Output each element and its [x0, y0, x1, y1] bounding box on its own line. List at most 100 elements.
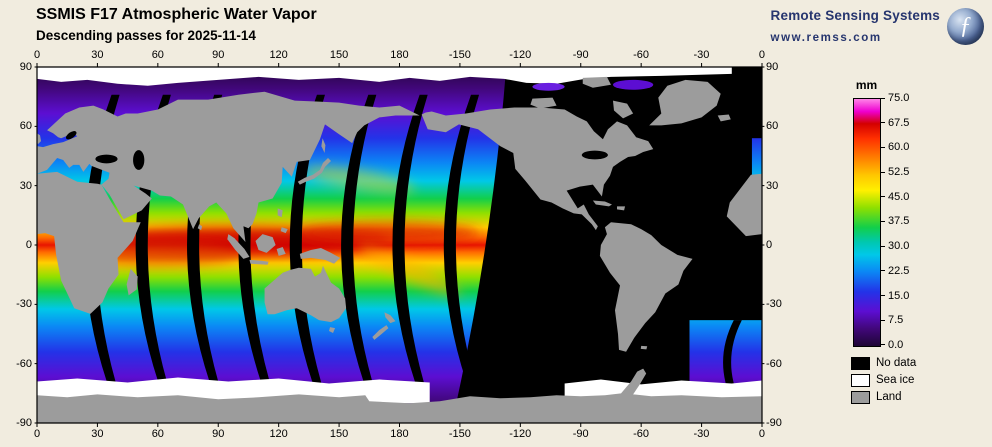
- colorbar-tick-label: 37.5: [888, 215, 910, 228]
- remss-globe-logo-icon: ƒ: [947, 8, 984, 45]
- legend-row-no-data: No data: [851, 357, 916, 370]
- antarctica-landmass: [37, 368, 762, 423]
- lon-label: -90: [572, 49, 589, 61]
- lon-label: 180: [390, 428, 409, 440]
- north-america-landmass: [421, 107, 654, 231]
- lon-label: -30: [693, 49, 710, 61]
- black-sea: [95, 154, 118, 164]
- britain-island: [37, 133, 42, 145]
- sea-ice-swatch: [851, 374, 870, 387]
- colorbar-tick-label: 15.0: [888, 289, 910, 302]
- lon-label: -120: [509, 428, 532, 440]
- lat-label: -60: [766, 357, 782, 370]
- java-island: [249, 259, 269, 265]
- lat-label: 0: [766, 238, 773, 251]
- colorbar-tick-label: 52.5: [888, 166, 910, 179]
- lat-label: 30: [766, 179, 779, 192]
- eurasia-landmass: [37, 91, 420, 243]
- colorbar-tick-label: 22.5: [888, 264, 910, 277]
- japan-islands: [297, 157, 332, 185]
- philippines-mindanao: [280, 227, 288, 234]
- lon-label: 90: [212, 49, 225, 61]
- lat-label: 60: [19, 120, 32, 133]
- page-title: SSMIS F17 Atmospheric Water Vapor: [36, 6, 317, 23]
- lon-label: 0: [758, 49, 765, 61]
- lon-label: 120: [269, 49, 288, 61]
- greenland-landmass: [649, 79, 721, 126]
- lon-label: 90: [212, 428, 225, 440]
- australia-landmass: [264, 265, 347, 323]
- lat-label: -30: [766, 298, 782, 311]
- west-africa-wrap: [726, 173, 762, 237]
- lon-label: -150: [448, 428, 471, 440]
- colorbar-tick-label: 60.0: [888, 141, 910, 154]
- lat-label: -60: [16, 357, 32, 370]
- lon-label: 150: [329, 428, 349, 440]
- new-guinea-island: [299, 247, 341, 264]
- borneo-island: [255, 234, 276, 253]
- south-america-landmass: [599, 222, 693, 352]
- colorbar-unit-label: mm: [855, 78, 878, 92]
- lon-axis-bottom: 0 30 60 90 120 150 180 -150 -120 -90 -60…: [22, 428, 777, 442]
- legend-label: Sea ice: [876, 374, 915, 386]
- world-map: [37, 67, 762, 423]
- colorbar-tick-label: 75.0: [888, 92, 910, 104]
- hispaniola-island: [617, 206, 626, 211]
- philippines-luzon: [277, 208, 283, 218]
- branding-text: Remote Sensing Systems www.remss.com: [771, 8, 940, 44]
- colorbar-tick-label: 7.5: [888, 314, 904, 327]
- lon-label: 30: [91, 428, 104, 440]
- lon-label: 150: [329, 49, 349, 61]
- sakhalin-island: [321, 138, 326, 154]
- sumatra-island: [227, 234, 250, 259]
- caspian-sea: [133, 150, 145, 170]
- colorbar-tick-labels: 75.0 67.5 60.0 52.5 45.0 37.5 30.0 22.5 …: [888, 92, 924, 351]
- lon-label: -120: [509, 49, 532, 61]
- lon-label: 60: [151, 428, 164, 440]
- sri-lanka-island: [197, 224, 203, 231]
- lon-label: 180: [390, 49, 409, 61]
- lon-label: -30: [693, 428, 710, 440]
- edge-swath-slivers: [689, 138, 762, 384]
- iceland-island: [717, 114, 731, 122]
- legend-label: No data: [876, 357, 917, 369]
- land-swatch: [851, 391, 870, 404]
- lon-label: 120: [269, 428, 288, 440]
- colorbar-tick-label: 45.0: [888, 190, 910, 203]
- falkland-islands: [640, 345, 648, 350]
- lon-axis-top: 0 30 60 90 120 150 180 -150 -120 -90 -60…: [22, 49, 777, 63]
- lat-label: 60: [766, 120, 779, 133]
- land-layer: [37, 76, 762, 352]
- legend-label: Land: [876, 391, 902, 403]
- madagascar-island: [126, 268, 138, 296]
- lat-label: 30: [19, 179, 32, 192]
- no-data-swatch: [851, 357, 870, 370]
- lat-axis-right: 90 60 30 0 -30 -60 -90: [766, 60, 792, 430]
- branding-name: Remote Sensing Systems: [770, 8, 940, 23]
- colorbar-tick-marks: [881, 97, 885, 346]
- lat-label: -90: [766, 416, 782, 429]
- lon-label: 0: [33, 49, 41, 61]
- lon-label: -150: [448, 49, 471, 61]
- lat-label: 0: [25, 238, 32, 251]
- lat-axis-left: 90 60 30 0 -30 -60 -90: [6, 60, 32, 430]
- lon-label: 0: [758, 428, 765, 440]
- colorbar-tick-label: 30.0: [888, 240, 910, 253]
- lat-label: -30: [16, 298, 32, 311]
- victoria-island: [530, 97, 557, 109]
- branding-url-link[interactable]: www.remss.com: [770, 32, 882, 44]
- new-zealand-south: [372, 325, 389, 340]
- colorbar-tick-label: 67.5: [888, 116, 910, 129]
- lat-label: -90: [16, 416, 32, 429]
- baltic-sea: [65, 131, 77, 140]
- sulawesi-island: [276, 246, 286, 256]
- cuba-island: [592, 200, 612, 207]
- arctic-vapor-patches: [532, 79, 654, 91]
- lat-label: 90: [766, 61, 779, 73]
- lon-label: 60: [151, 49, 164, 61]
- colorbar-tick-label: 0.0: [888, 338, 904, 351]
- colorbar-gradient: [853, 98, 881, 347]
- lon-label: -60: [633, 428, 650, 440]
- legend-row-land: Land: [851, 391, 916, 404]
